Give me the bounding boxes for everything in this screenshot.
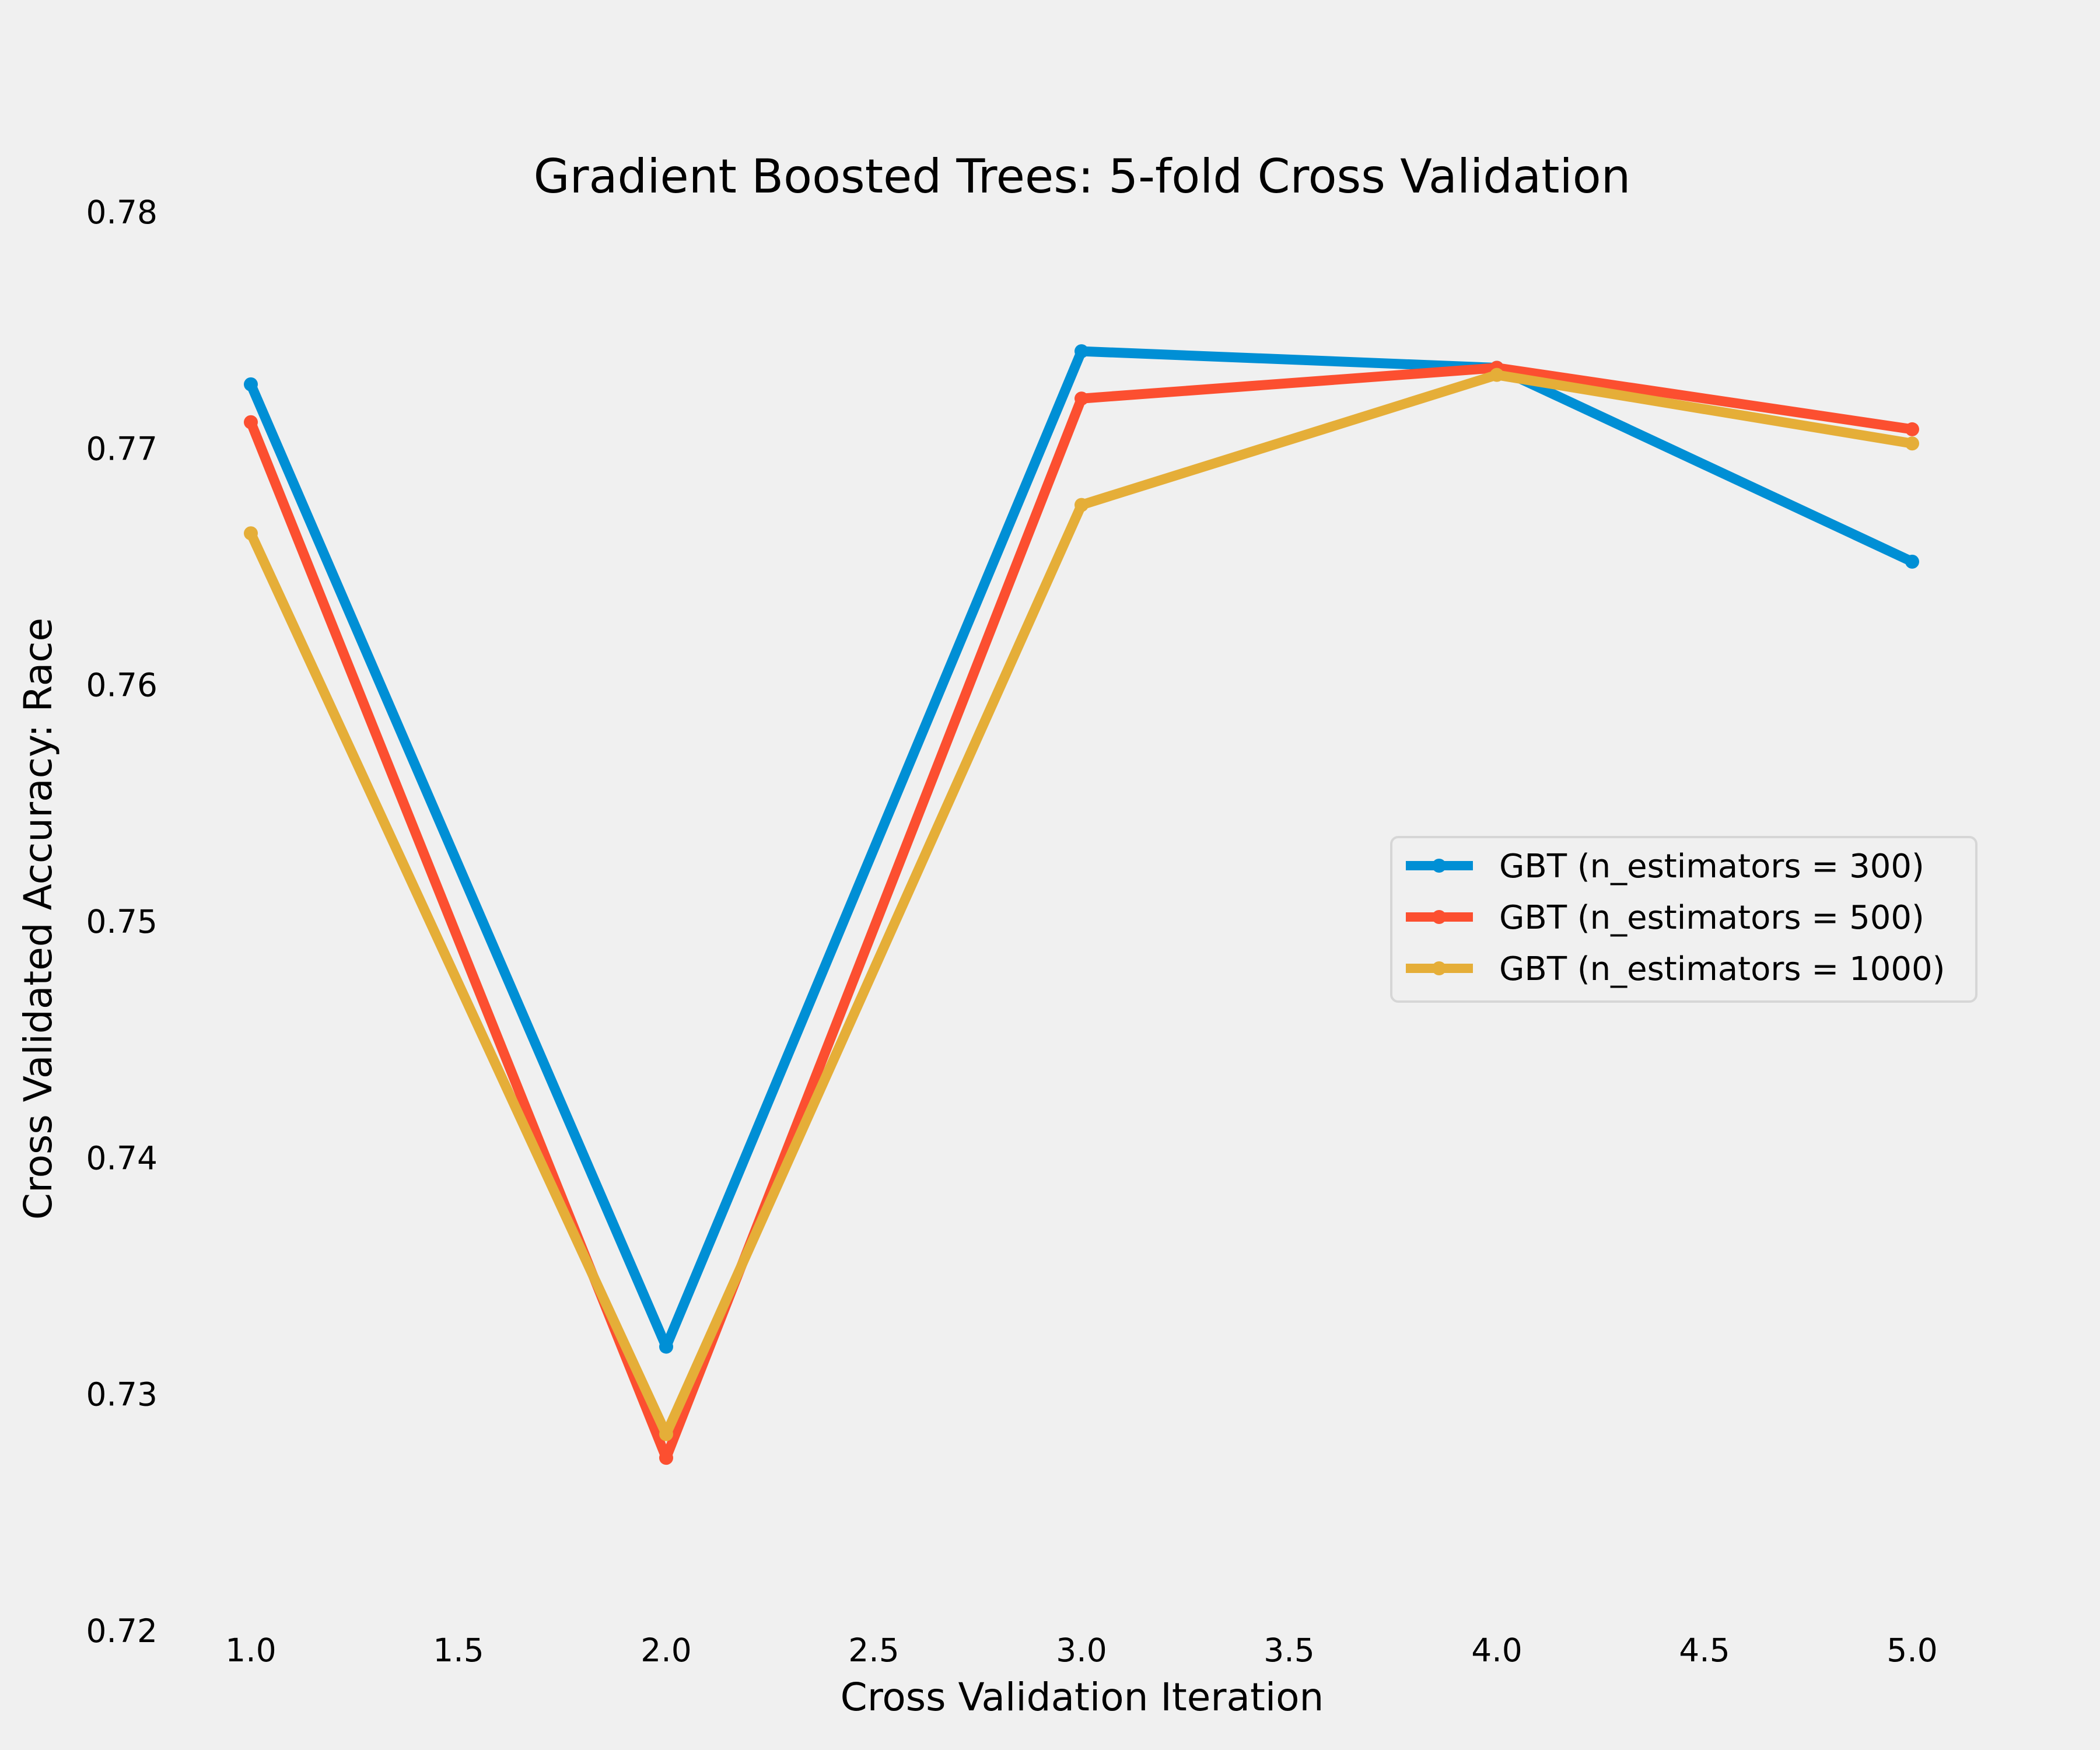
legend-entry: GBT (n_estimators = 500) — [1406, 899, 1924, 937]
y-tick-label: 0.74 — [86, 1139, 158, 1177]
y-axis-ticks: 0.72 0.73 0.74 0.75 0.76 0.77 0.78 — [86, 194, 158, 1650]
data-point — [1905, 554, 1919, 569]
data-point — [1490, 368, 1504, 382]
y-tick-label: 0.72 — [86, 1612, 158, 1650]
x-tick-label: 5.0 — [1887, 1632, 1937, 1669]
x-axis-ticks: 1.0 1.5 2.0 2.5 3.0 3.5 4.0 4.5 5.0 — [225, 1632, 1937, 1669]
series-3 — [244, 368, 1919, 1441]
data-point — [244, 415, 258, 429]
legend-marker — [1432, 910, 1446, 924]
data-point — [244, 526, 258, 541]
y-tick-label: 0.76 — [86, 667, 158, 704]
chart-title: Gradient Boosted Trees: 5-fold Cross Val… — [534, 149, 1631, 204]
legend-label: GBT (n_estimators = 500) — [1499, 899, 1924, 937]
y-tick-label: 0.73 — [86, 1376, 158, 1413]
y-axis-title: Cross Validated Accuracy: Race — [16, 618, 61, 1220]
x-axis-title: Cross Validation Iteration — [841, 1675, 1324, 1720]
x-tick-label: 1.5 — [433, 1632, 484, 1669]
y-tick-label: 0.77 — [86, 430, 158, 467]
legend-label: GBT (n_estimators = 1000) — [1499, 950, 1945, 988]
data-point — [1905, 436, 1919, 451]
x-tick-label: 3.0 — [1056, 1632, 1107, 1669]
legend-label: GBT (n_estimators = 300) — [1499, 848, 1924, 886]
series-group — [244, 344, 1919, 1465]
legend-marker — [1432, 961, 1446, 975]
x-tick-label: 4.5 — [1679, 1632, 1730, 1669]
x-tick-label: 2.5 — [848, 1632, 899, 1669]
data-point — [659, 1427, 673, 1441]
data-point — [1074, 498, 1088, 512]
data-point — [659, 1451, 673, 1465]
x-tick-label: 3.5 — [1264, 1632, 1314, 1669]
x-tick-label: 4.0 — [1471, 1632, 1522, 1669]
data-point — [1905, 422, 1919, 436]
data-point — [244, 377, 258, 391]
x-tick-label: 2.0 — [640, 1632, 691, 1669]
data-point — [659, 1339, 673, 1354]
legend-marker — [1432, 859, 1446, 873]
x-tick-label: 1.0 — [225, 1632, 276, 1669]
data-point — [1074, 344, 1088, 359]
y-tick-label: 0.78 — [86, 194, 158, 231]
data-point — [1074, 391, 1088, 406]
legend: GBT (n_estimators = 300) GBT (n_estimator… — [1390, 836, 1978, 1003]
legend-entry: GBT (n_estimators = 300) — [1406, 848, 1924, 886]
legend-box — [1390, 836, 1978, 1003]
y-tick-label: 0.75 — [86, 903, 158, 940]
legend-entry: GBT (n_estimators = 1000) — [1406, 950, 1945, 988]
legend-entries: GBT (n_estimators = 300) GBT (n_estimator… — [1406, 848, 1945, 988]
